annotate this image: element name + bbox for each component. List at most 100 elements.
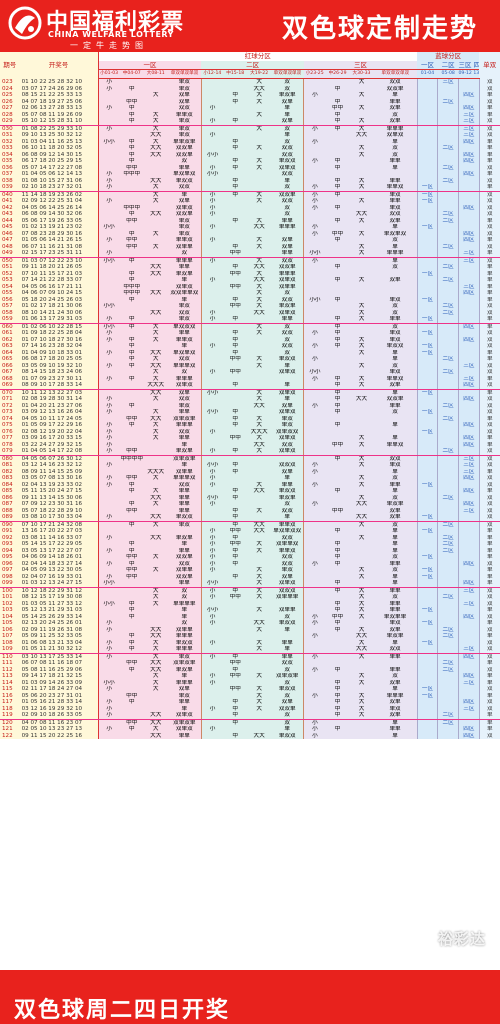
trend-cell (457, 356, 480, 363)
issue-cell: 076 (0, 428, 20, 435)
trend-cell: 大 (349, 243, 374, 250)
trend-cell: 四区 (457, 488, 480, 495)
trend-cell: 双单双 (271, 389, 304, 396)
trend-cell (200, 441, 224, 448)
trend-cell: 大 (143, 118, 168, 126)
trend-cell: 中 (223, 653, 248, 660)
trend-cell: 双 (167, 158, 202, 165)
trend-cell (437, 620, 459, 627)
numbers-cell: 02 15 17 23 25 31 11 (19, 250, 99, 258)
trend-cell: 大 (349, 277, 374, 284)
trend-cell: 单双双 (271, 158, 304, 165)
table-row: 112 05 08 11 16 25 29 06 中大大 单双单中双小中单单 二区双 (0, 666, 500, 673)
trend-cell: 大 (247, 580, 272, 588)
trend-cell: 大 (143, 422, 168, 429)
trend-cell: 双 (271, 719, 304, 726)
trend-cell: 三区 (457, 468, 480, 475)
numbers-cell: 05 06 17 19 26 33 05 (19, 217, 99, 224)
trend-cell: 三区 (457, 462, 480, 469)
trend-cell (119, 303, 144, 310)
table-row: 098 02 04 07 16 19 33 01 小中中 双双单中大双单大单一区单 (0, 573, 500, 580)
trend-cell (98, 204, 120, 211)
trend-cell: 中 (325, 177, 350, 184)
trend-cell (457, 428, 480, 435)
trend-cell: 小小 (200, 580, 224, 588)
trend-cell: 大大 (349, 633, 374, 640)
table-row: 060 01 02 06 10 22 28 15 小小中大单双双双大双中双四区单 (0, 323, 500, 330)
trend-cell (200, 415, 224, 422)
trend-cell (416, 462, 438, 469)
trend-cell: 大大 (349, 514, 374, 522)
trend-cell: 双 (478, 191, 500, 198)
trend-cell: 双单双 (167, 382, 202, 390)
trend-cell (437, 673, 459, 680)
issue-cell: 036 (0, 164, 20, 171)
trend-cell: 双单单双 (271, 541, 304, 548)
trend-cell (457, 633, 480, 640)
trend-cell: 大 (247, 507, 272, 514)
trend-cell (200, 283, 224, 290)
trend-cell (457, 389, 480, 396)
trend-cell: 双单双 (271, 164, 304, 171)
trend-cell (303, 98, 326, 105)
numbers-cell: 04 05 09 13 22 30 05 (19, 567, 99, 574)
trend-cell: 中 (325, 726, 350, 733)
numbers-cell: 04 06 09 14 18 26 01 (19, 554, 99, 561)
trend-cell: 单双双 (271, 488, 304, 495)
trend-cell: 中 (223, 330, 248, 337)
trend-cell: 双 (478, 732, 500, 739)
trend-cell: 小 (303, 613, 326, 620)
trend-cell: 单双 (167, 653, 202, 660)
table-row: 028 05 07 08 11 19 26 09 中大单单双大单中双三区单 (0, 111, 500, 118)
trend-cell: 大大 (349, 396, 374, 403)
trend-cell (437, 171, 459, 178)
trend-cell: 中 (325, 237, 350, 244)
trend-cell: 双 (271, 336, 304, 343)
trend-cell: 四区 (457, 653, 480, 660)
trend-cell (437, 573, 459, 580)
issue-cell: 097 (0, 567, 20, 574)
trend-cell: 二区 (437, 309, 459, 316)
trend-cell (200, 184, 224, 192)
trend-cell (119, 389, 144, 396)
trend-cell (303, 362, 326, 369)
trend-cell: 双 (478, 396, 500, 403)
trend-cell (325, 356, 350, 363)
table-row: 050 01 03 07 12 22 23 10 小小中单单单小大双双小单三区双 (0, 257, 500, 264)
trend-cell: 中 (325, 323, 350, 330)
trend-cell: 大 (247, 673, 272, 680)
trend-cell (303, 699, 326, 706)
trend-cell: 双单双 (167, 204, 202, 211)
trend-cell (247, 138, 272, 145)
trend-cell (98, 343, 120, 350)
trend-cell (119, 534, 144, 541)
trend-cell: 单 (478, 250, 500, 258)
numbers-cell: 02 04 13 19 23 33 02 (19, 481, 99, 488)
trend-cell: 大 (349, 362, 374, 369)
trend-cell: 小 (98, 448, 120, 456)
trend-cell: 中 (325, 686, 350, 693)
trend-cell (416, 699, 438, 706)
trend-cell: 大大 (143, 145, 168, 152)
trend-cell: 小 (98, 462, 120, 469)
trend-cell (325, 92, 350, 99)
trend-cell: 单 (271, 646, 304, 654)
trend-cell: 大 (247, 547, 272, 554)
trend-cell (303, 660, 326, 667)
issue-cell: 109 (0, 646, 20, 654)
trend-cell (119, 679, 144, 686)
trend-cell (416, 105, 438, 112)
trend-cell (349, 98, 374, 105)
trend-cell: 双 (478, 699, 500, 706)
trend-cell: 双 (478, 177, 500, 184)
trend-cell (325, 448, 350, 456)
trend-cell: 小 (303, 125, 326, 132)
trend-cell: 中 (223, 118, 248, 126)
trend-cell: 中 (119, 541, 144, 548)
trend-cell (303, 686, 326, 693)
trend-cell (223, 620, 248, 627)
trend-cell: 中中 (223, 660, 248, 667)
numbers-cell: 11 14 18 19 23 26 02 (19, 191, 99, 198)
trend-cell: 单 (478, 580, 500, 588)
numbers-cell: 02 04 07 16 19 33 01 (19, 573, 99, 580)
